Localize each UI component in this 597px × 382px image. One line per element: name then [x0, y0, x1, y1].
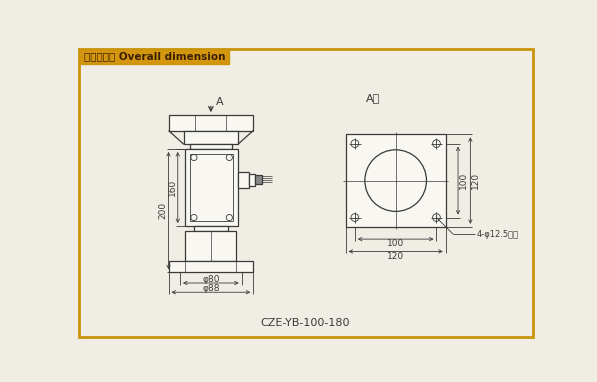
Text: 160: 160: [168, 179, 177, 196]
Text: 4-φ12.5通孔: 4-φ12.5通孔: [476, 230, 519, 239]
Bar: [186, 231, 236, 261]
Bar: [184, 131, 238, 144]
Bar: [190, 144, 232, 149]
Text: 100: 100: [459, 172, 468, 189]
Text: 100: 100: [387, 239, 404, 248]
Bar: [248, 174, 255, 186]
Text: 200: 200: [159, 202, 168, 219]
Bar: [190, 154, 233, 222]
Text: A向: A向: [365, 93, 380, 103]
Bar: [238, 172, 248, 188]
Text: A: A: [216, 97, 223, 107]
Text: φ88: φ88: [202, 284, 220, 293]
Text: φ80: φ80: [202, 275, 220, 284]
Text: CZE-YB-100-180: CZE-YB-100-180: [261, 318, 350, 328]
Bar: [255, 175, 263, 185]
Bar: [168, 261, 253, 272]
Bar: [346, 134, 446, 227]
Bar: [186, 149, 238, 226]
Bar: [79, 49, 229, 64]
Bar: [168, 115, 253, 131]
Text: 120: 120: [387, 252, 404, 261]
Text: 120: 120: [471, 172, 480, 189]
Text: 外形尺寸： Overall dimension: 外形尺寸： Overall dimension: [84, 52, 225, 62]
Bar: [194, 226, 228, 231]
